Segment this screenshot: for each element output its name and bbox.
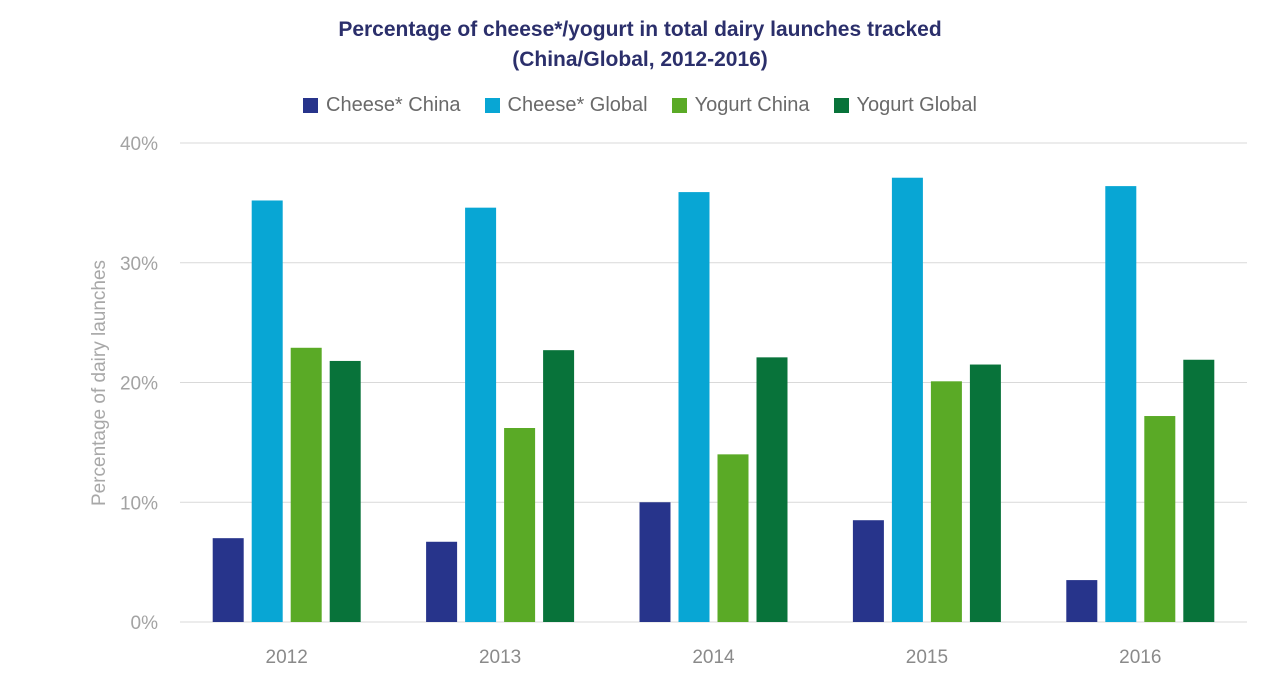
bar — [504, 428, 536, 622]
bar — [251, 200, 283, 623]
bar — [212, 538, 244, 622]
legend-swatch — [833, 98, 849, 113]
chart-legend: Cheese* China Cheese* Global Yogurt Chin… — [0, 94, 1280, 117]
chart-subtitle: (China/Global, 2012-2016) — [512, 48, 768, 71]
bar — [329, 360, 361, 622]
legend-label: Yogurt China — [694, 94, 810, 116]
bar — [1144, 416, 1176, 622]
x-tick-label: 2016 — [1119, 647, 1161, 668]
legend-item-yogurt-china: Yogurt China — [671, 94, 810, 117]
bar — [852, 520, 884, 622]
chart-title: Percentage of cheese*/yogurt in total da… — [338, 18, 942, 41]
bar — [930, 381, 962, 622]
bar — [1183, 359, 1215, 622]
x-tick-label: 2014 — [692, 647, 735, 668]
bar — [543, 350, 575, 622]
legend-item-cheese-global: Cheese* Global — [484, 94, 648, 117]
legend-swatch — [484, 98, 500, 113]
legend-label: Cheese* China — [326, 94, 461, 116]
bar — [756, 357, 788, 622]
legend-label: Yogurt Global — [856, 94, 977, 116]
legend-item-yogurt-global: Yogurt Global — [833, 94, 977, 117]
x-tick-label: 2015 — [906, 647, 948, 668]
bar — [290, 347, 322, 622]
bar — [465, 207, 497, 623]
y-tick-label: 0% — [131, 613, 159, 634]
bar — [1105, 186, 1137, 623]
x-tick-label: 2012 — [266, 647, 308, 668]
bar — [426, 541, 458, 622]
bar — [1066, 580, 1098, 622]
legend-item-cheese-china: Cheese* China — [303, 94, 461, 117]
y-tick-label: 10% — [120, 493, 158, 514]
legend-label: Cheese* Global — [507, 94, 648, 116]
y-tick-label: 20% — [120, 374, 158, 395]
bar — [891, 177, 923, 623]
x-tick-label: 2013 — [479, 647, 521, 668]
bar — [639, 502, 671, 622]
y-tick-label: 30% — [120, 254, 158, 275]
bar — [678, 192, 710, 622]
legend-swatch — [671, 98, 687, 113]
bar — [717, 454, 749, 622]
legend-swatch — [303, 98, 318, 113]
y-tick-label: 40% — [120, 134, 158, 155]
bar — [969, 364, 1001, 622]
